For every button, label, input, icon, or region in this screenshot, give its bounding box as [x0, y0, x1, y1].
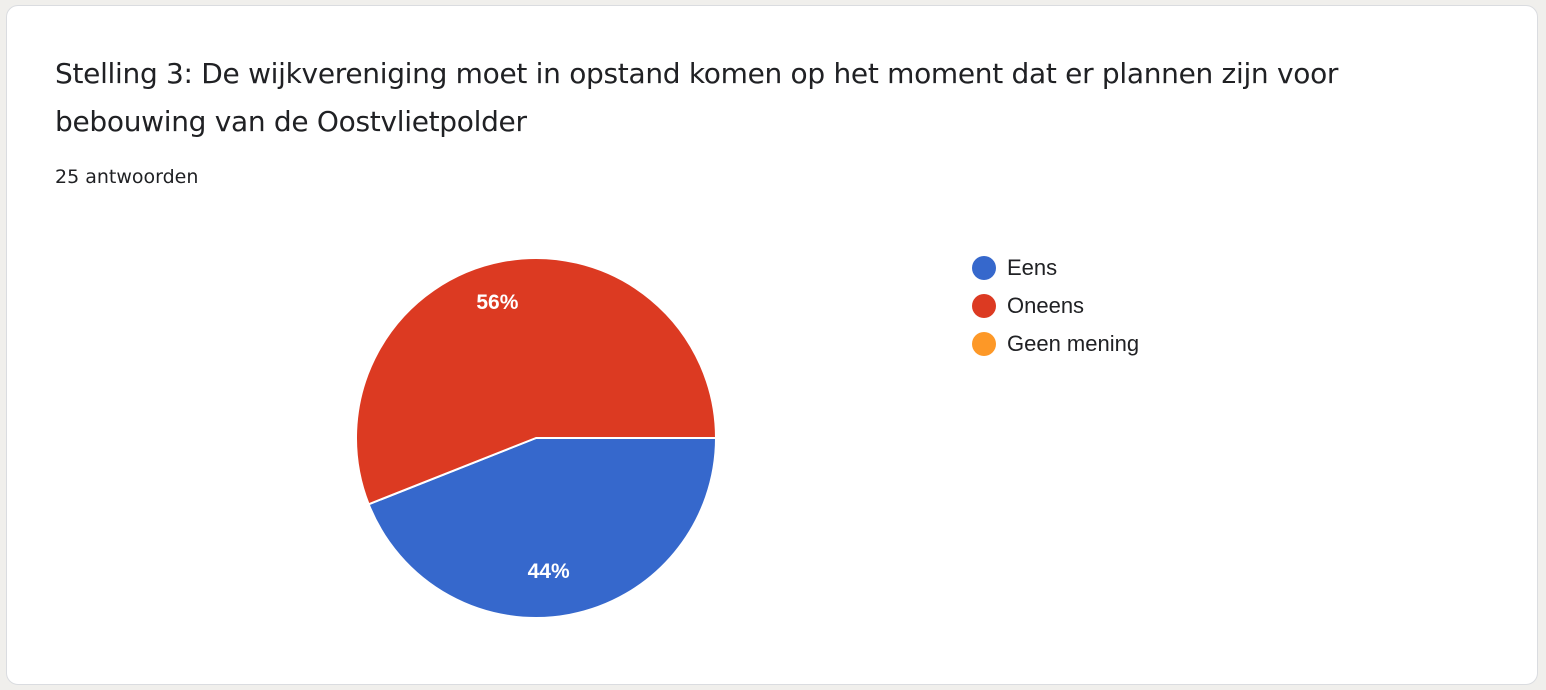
response-count: 25 antwoorden — [55, 166, 199, 188]
legend-swatch — [972, 256, 996, 280]
legend-item-eens[interactable]: Eens — [972, 249, 1139, 287]
chart-card: Stelling 3: De wijkvereniging moet in op… — [6, 5, 1538, 685]
pie-slice-eens[interactable] — [367, 437, 718, 619]
legend-item-oneens[interactable]: Oneens — [972, 287, 1139, 325]
pie-slice-oneens[interactable] — [355, 257, 718, 506]
slice-label-oneens: 56% — [476, 291, 518, 314]
legend-label: Oneens — [1007, 293, 1085, 318]
legend-swatch — [972, 332, 996, 356]
slice-label-eens: 44% — [528, 560, 570, 583]
legend-label: Eens — [1007, 255, 1058, 280]
legend-item-geen-mening[interactable]: Geen mening — [972, 325, 1139, 363]
legend-swatch — [972, 294, 996, 318]
chart-title: Stelling 3: De wijkvereniging moet in op… — [55, 57, 1339, 138]
legend-label: Geen mening — [1007, 331, 1140, 356]
chart-legend: Eens Oneens Geen mening — [972, 249, 1139, 363]
